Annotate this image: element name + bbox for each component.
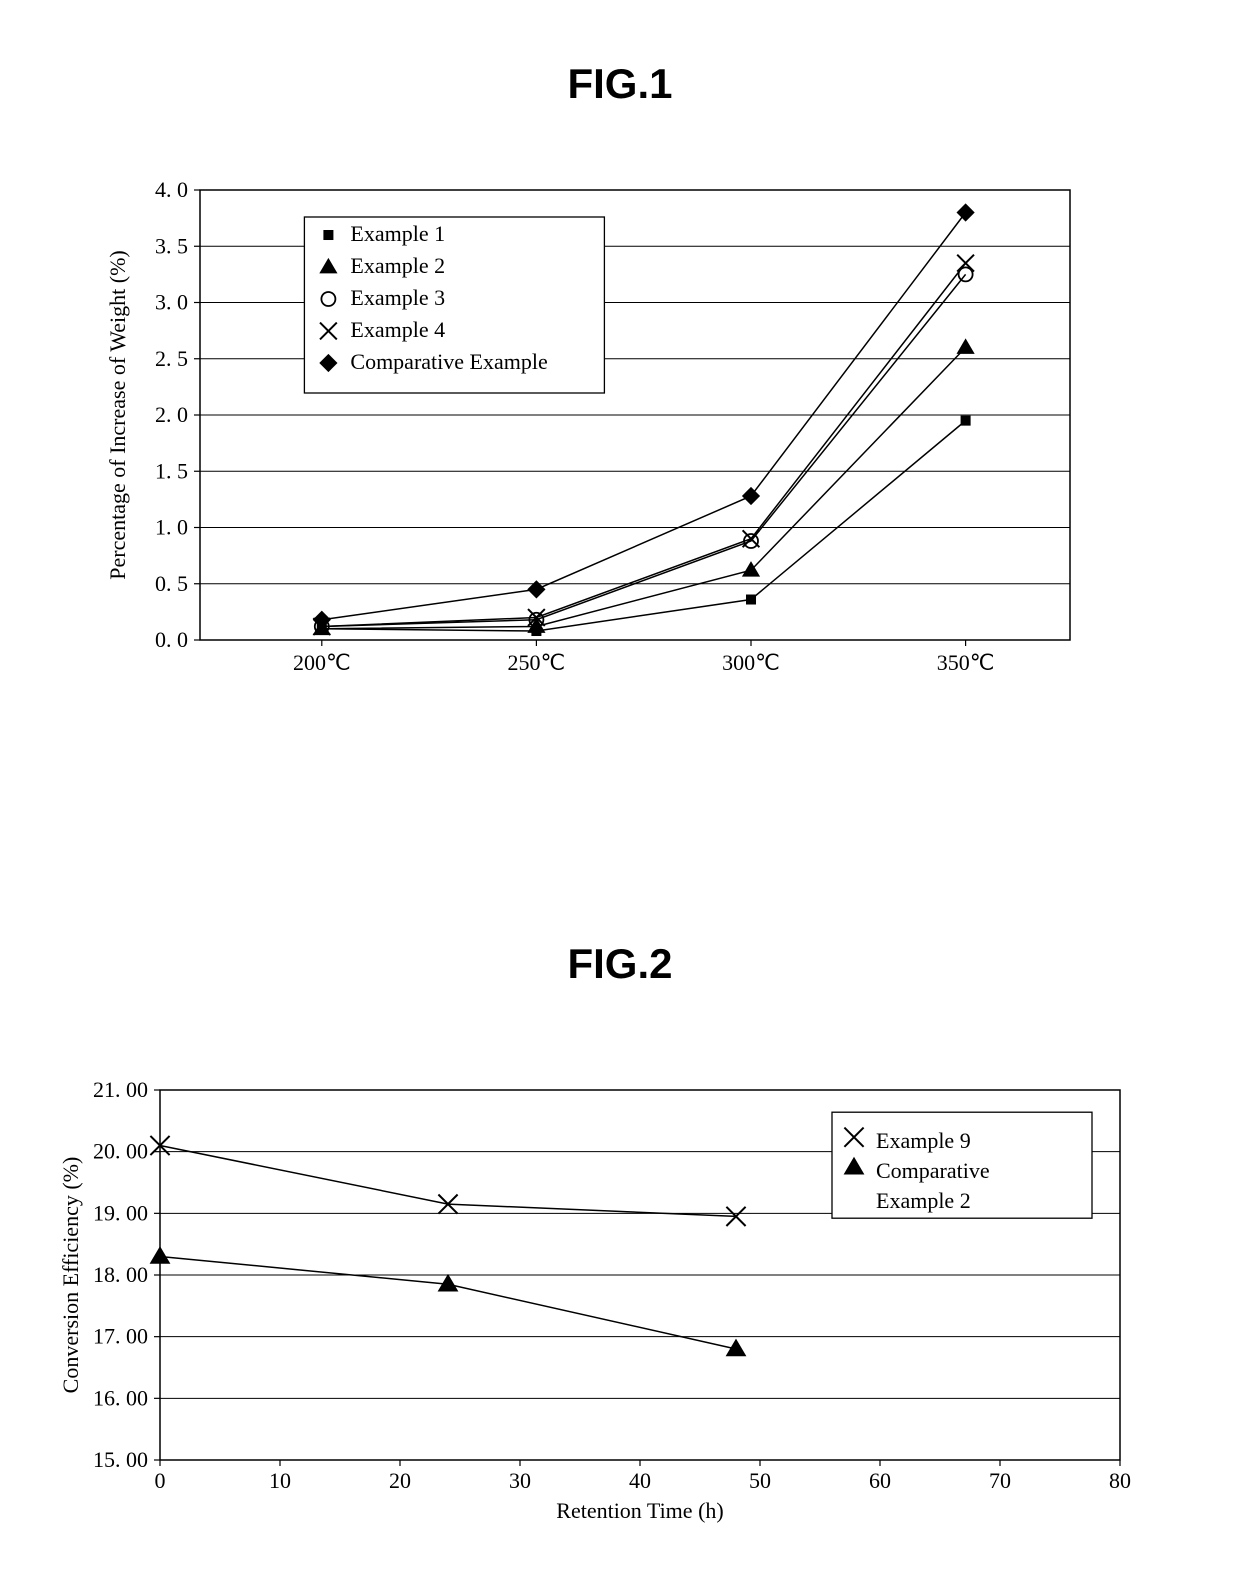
fig2-ytick-label: 21. 00 (93, 1077, 148, 1102)
fig2-xtick-label: 10 (269, 1468, 291, 1493)
fig2-xtick-label: 30 (509, 1468, 531, 1493)
fig2-ytick-label: 19. 00 (93, 1200, 148, 1225)
fig2-xtick-label: 70 (989, 1468, 1011, 1493)
fig2-xtick-label: 0 (155, 1468, 166, 1493)
fig2-xtick-label: 60 (869, 1468, 891, 1493)
fig2-xlabel: Retention Time (h) (556, 1498, 723, 1523)
fig2-ytick-label: 17. 00 (93, 1324, 148, 1349)
fig2-ytick-label: 20. 00 (93, 1139, 148, 1164)
fig2-xtick-label: 50 (749, 1468, 771, 1493)
fig2-legend-label: Example 2 (876, 1188, 971, 1213)
fig2-ylabel: Conversion Efficiency (%) (58, 1157, 83, 1394)
fig2-ytick-label: 16. 00 (93, 1385, 148, 1410)
fig2-xtick-label: 20 (389, 1468, 411, 1493)
fig2-legend-label: Example 9 (876, 1128, 971, 1153)
fig2-ytick-label: 15. 00 (93, 1447, 148, 1472)
fig2-xtick-label: 80 (1109, 1468, 1131, 1493)
fig2-xtick-label: 40 (629, 1468, 651, 1493)
fig2-ytick-label: 18. 00 (93, 1262, 148, 1287)
page: FIG.1 0. 00. 51. 01. 52. 02. 53. 03. 54.… (0, 0, 1240, 1592)
fig2-legend-label: Comparative (876, 1158, 990, 1183)
